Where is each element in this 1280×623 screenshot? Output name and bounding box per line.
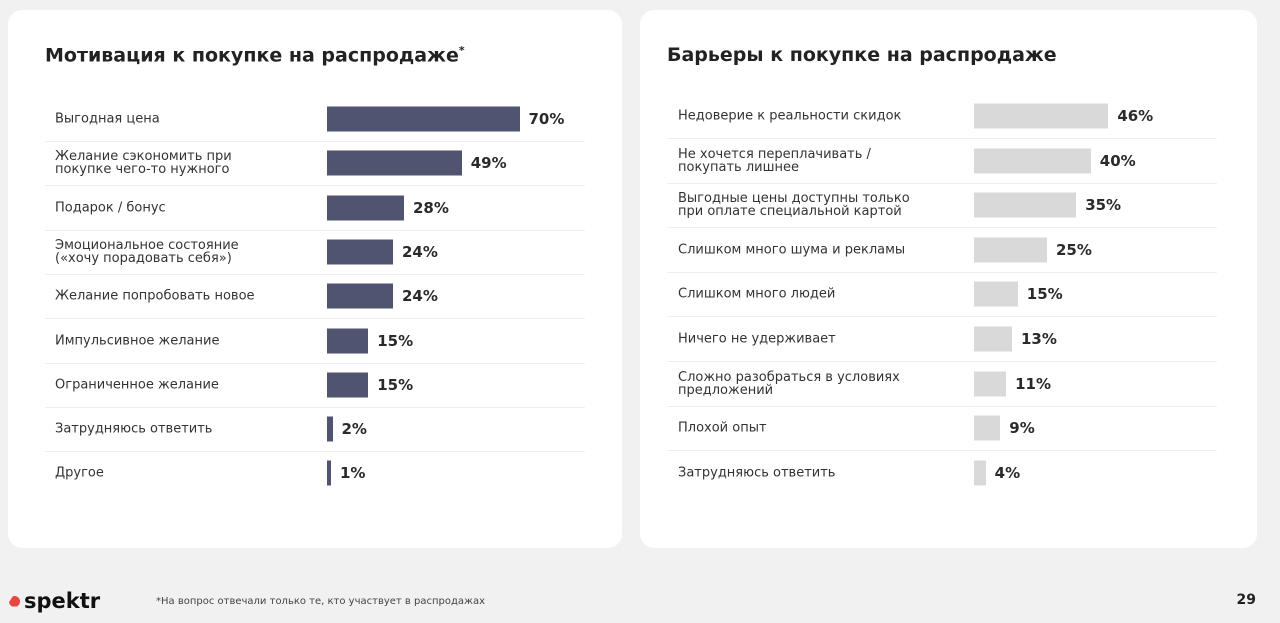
- category-label: Затрудняюсь ответить: [55, 421, 213, 437]
- bar: [327, 328, 369, 353]
- category-label: Плохой опыт: [678, 420, 767, 436]
- category-label: Эмоциональное состояние («хочу порадоват…: [55, 237, 239, 266]
- value-label: 13%: [1020, 330, 1057, 348]
- value-label: 1%: [340, 464, 366, 483]
- value-label: 40%: [1099, 151, 1136, 170]
- chart-row: Подарок / бонус 28%: [45, 186, 585, 231]
- motivation-title-text: Мотивация к покупке на распродаже: [45, 44, 459, 67]
- bar: [327, 150, 462, 176]
- chart-row: Не хочется переплачивать / покупать лишн…: [667, 139, 1217, 184]
- category-label: Желание сэкономить при покупке чего-то н…: [55, 149, 232, 178]
- bar: [327, 460, 331, 486]
- category-label: Слишком много шума и рекламы: [678, 242, 906, 258]
- category-label: Недоверие к реальности скидок: [678, 108, 902, 124]
- chart-row: Желание сэкономить при покупке чего-то н…: [45, 141, 585, 187]
- chart-row: Сложно разобраться в условиях предложени…: [667, 362, 1217, 407]
- bar: [327, 106, 520, 132]
- category-label: Не хочется переплачивать / покупать лишн…: [678, 146, 871, 175]
- category-label: Подарок / бонус: [55, 200, 166, 216]
- barriers-title: Барьеры к покупке на распродаже: [667, 44, 1057, 66]
- chart-row: Слишком много шума и рекламы 25%: [667, 228, 1217, 273]
- chart-row: Плохой опыт 9%: [667, 406, 1217, 452]
- chart-row: Слишком много людей 15%: [667, 272, 1217, 318]
- value-label: 35%: [1085, 196, 1122, 215]
- value-label: 4%: [994, 463, 1021, 482]
- value-label: 28%: [413, 198, 449, 217]
- bar: [974, 415, 1001, 441]
- bar: [327, 416, 333, 442]
- bar: [974, 148, 1091, 174]
- value-label: 24%: [402, 287, 438, 306]
- value-label: 70%: [528, 110, 565, 128]
- chart-row: Ограниченное желание 15%: [45, 363, 585, 408]
- chart-row: Импульсивное желание 15%: [45, 319, 585, 364]
- chart-row: Выгодная цена 70%: [45, 97, 585, 142]
- value-label: 15%: [377, 375, 414, 394]
- value-label: 2%: [341, 420, 367, 439]
- page-number: 29: [1236, 592, 1256, 608]
- chart-row: Эмоциональное состояние («хочу порадоват…: [45, 230, 585, 275]
- chart-row: Выгодные цены доступны только при оплате…: [667, 183, 1217, 229]
- chart-row: Ничего не удерживает 13%: [667, 317, 1217, 362]
- category-label: Другое: [55, 465, 104, 481]
- bar: [327, 283, 393, 309]
- barriers-card: Барьеры к покупке на распродаже Недовери…: [640, 10, 1257, 548]
- chart-row: Недоверие к реальности скидок 46%: [667, 94, 1217, 139]
- chart-row: Затрудняюсь ответить 2%: [45, 407, 585, 453]
- motivation-title: Мотивация к покупке на распродаже*: [45, 44, 465, 66]
- chart-row: Желание попробовать новое 24%: [45, 274, 585, 320]
- category-label: Ограниченное желание: [55, 377, 219, 393]
- chart-row: Другое 1%: [45, 451, 585, 495]
- bar: [327, 372, 369, 398]
- bar: [974, 237, 1047, 263]
- value-label: 46%: [1117, 107, 1154, 125]
- category-label: Желание попробовать новое: [55, 288, 255, 304]
- bar: [974, 281, 1018, 307]
- bar: [974, 460, 986, 486]
- logo-text: spektr: [24, 589, 101, 613]
- bar: [974, 326, 1012, 352]
- category-label: Выгодная цена: [55, 111, 160, 127]
- category-label: Затрудняюсь ответить: [678, 465, 836, 481]
- bar: [974, 103, 1109, 129]
- value-label: 25%: [1056, 240, 1092, 259]
- motivation-card: Мотивация к покупке на распродаже* Выгод…: [8, 10, 622, 548]
- value-label: 15%: [377, 331, 414, 350]
- spektr-logo: spektr: [9, 589, 100, 613]
- category-label: Слишком много людей: [678, 286, 836, 302]
- value-label: 11%: [1015, 374, 1052, 393]
- value-label: 24%: [402, 242, 438, 261]
- bar: [327, 239, 393, 265]
- bar: [327, 195, 404, 221]
- chart-row: Затрудняюсь ответить 4%: [667, 451, 1217, 495]
- bar: [974, 192, 1077, 218]
- footnote: *На вопрос отвечали только те, кто участ…: [156, 596, 486, 607]
- footnote-mark: *: [458, 44, 465, 57]
- value-label: 49%: [470, 154, 507, 173]
- category-label: Ничего не удерживает: [678, 331, 836, 347]
- value-label: 15%: [1026, 285, 1063, 304]
- category-label: Импульсивное желание: [55, 333, 220, 348]
- category-label: Сложно разобраться в условиях предложени…: [678, 369, 900, 398]
- value-label: 9%: [1009, 419, 1035, 438]
- category-label: Выгодные цены доступны только при оплате…: [678, 191, 910, 220]
- bar: [974, 371, 1007, 397]
- logo-mark-icon: [9, 595, 20, 607]
